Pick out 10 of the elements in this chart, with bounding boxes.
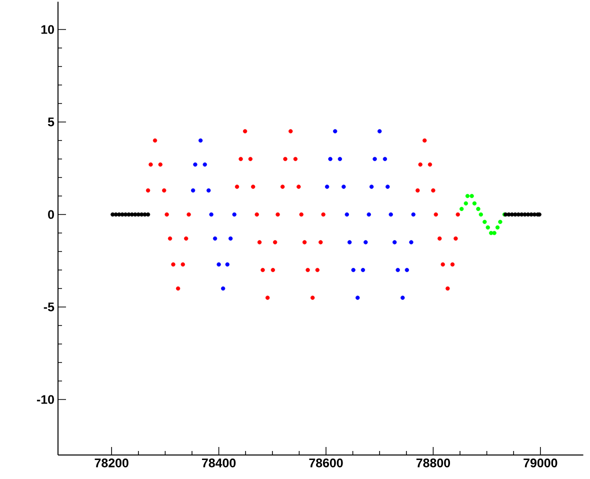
x-tick-label: 78800	[416, 458, 450, 468]
y-tick-label: 5	[48, 118, 54, 126]
x-tick-label: 78400	[202, 458, 236, 468]
x-tick-label: 78600	[309, 458, 343, 468]
y-tick-label: 0	[48, 210, 54, 219]
x-tick-label: 78200	[94, 458, 128, 468]
x-tick-label: 79000	[524, 458, 558, 468]
y-tick-label: -10	[36, 395, 54, 404]
y-tick-label: -5	[44, 302, 54, 312]
y-tick-label: 10	[41, 25, 54, 34]
